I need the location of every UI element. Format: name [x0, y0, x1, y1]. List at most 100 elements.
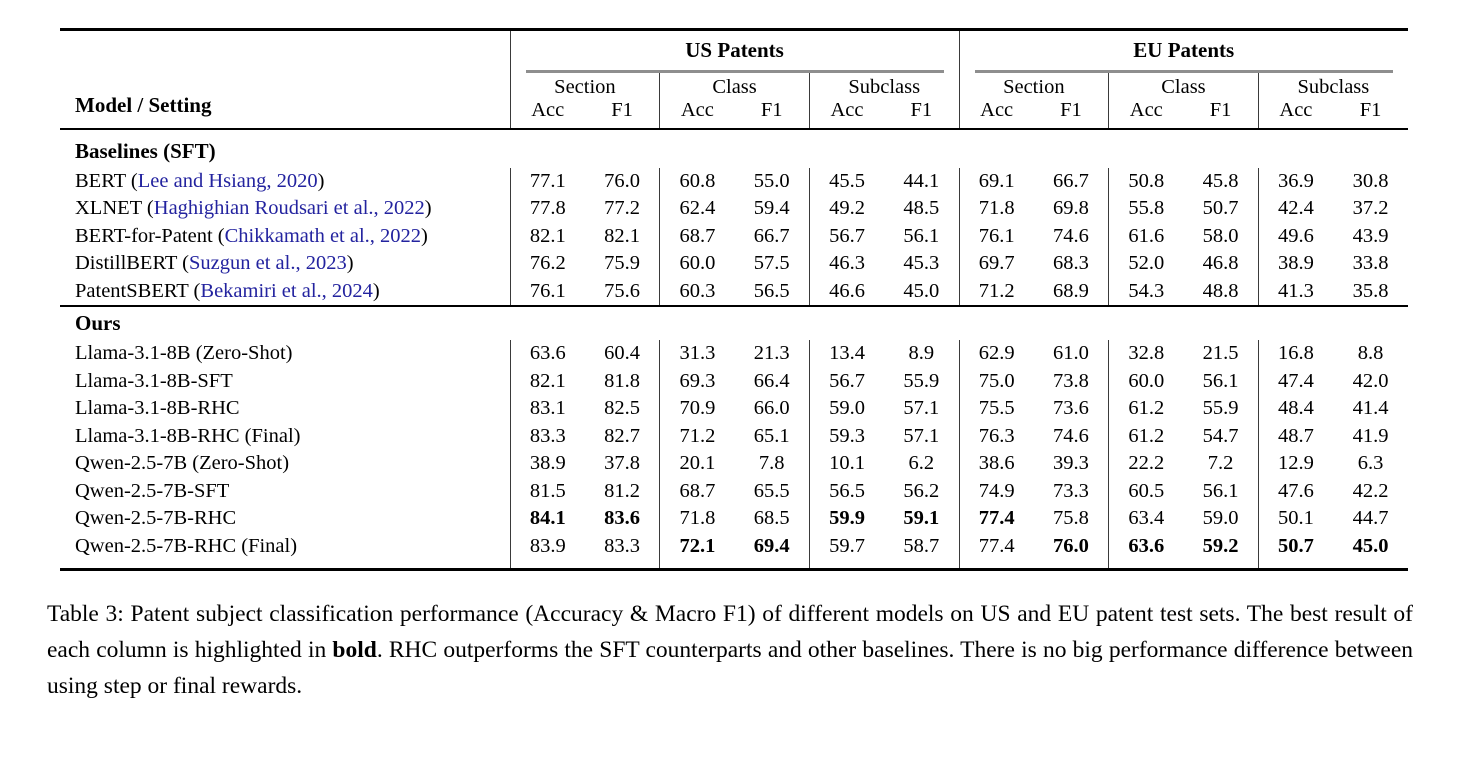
table-row: Llama-3.1-8B-RHC (Final) 83.3 82.7 71.2 65.1… [60, 422, 1408, 450]
metric-value: 82.1 [604, 224, 641, 247]
metric-value: 75.5 [958, 395, 1034, 423]
us-section-header: Section [509, 72, 660, 99]
metric-value: 56.5 [753, 279, 790, 302]
metric-value: 45.0 [1352, 534, 1389, 557]
model-name: DistillBERT (Suzgun et al., 2023) [75, 252, 354, 275]
metric-value: 58.0 [1202, 224, 1239, 247]
metric-value: 48.4 [1257, 395, 1334, 423]
metric-value: 82.1 [509, 367, 585, 395]
citation-link[interactable]: Chikkamath et al., 2022 [224, 224, 422, 247]
metric-value: 59.0 [1202, 507, 1239, 530]
metric-value: 38.6 [958, 450, 1034, 478]
metric-value: 62.4 [659, 195, 735, 223]
metric-value: 41.4 [1352, 397, 1389, 420]
metric-value: 75.6 [604, 279, 641, 302]
metric-value: 49.2 [808, 195, 885, 223]
metric-value: 68.7 [659, 222, 735, 250]
metric-value: 76.1 [509, 277, 585, 306]
metric-value: 7.2 [1207, 452, 1234, 475]
metric-value: 31.3 [659, 340, 735, 368]
acc-header: Acc [808, 98, 885, 129]
metric-value: 62.9 [958, 340, 1034, 368]
metric-value: 56.7 [808, 222, 885, 250]
metric-value: 83.3 [604, 534, 641, 557]
us-subclass-header: Subclass [808, 72, 960, 99]
citation-link[interactable]: Suzgun et al., 2023 [189, 252, 347, 275]
paper-page: Model / Setting US Patents EU Patents Se… [0, 28, 1461, 767]
metric-value: 43.9 [1352, 224, 1389, 247]
metric-value: 69.8 [1053, 197, 1089, 220]
metric-value: 83.6 [604, 507, 641, 530]
metric-value: 45.8 [1202, 169, 1239, 192]
metric-value: 33.8 [1352, 252, 1389, 275]
citation-link[interactable]: Lee and Hsiang, 2020 [137, 169, 318, 192]
metric-value: 55.9 [1202, 397, 1239, 420]
metric-value: 77.2 [604, 197, 641, 220]
metric-value: 16.8 [1257, 340, 1334, 368]
metric-value: 83.9 [509, 532, 585, 570]
model-name: Qwen-2.5-7B-RHC [75, 507, 237, 530]
us-cmidrule [525, 70, 944, 73]
acc-header: Acc [659, 98, 735, 129]
metric-value: 22.2 [1108, 450, 1184, 478]
eu-patents-label: EU Patents [1133, 38, 1235, 62]
model-name: Qwen-2.5-7B-SFT [75, 479, 230, 502]
metric-value: 63.6 [509, 340, 585, 368]
metric-value: 36.9 [1257, 167, 1334, 195]
metric-value: 81.8 [604, 369, 641, 392]
table-row: Qwen-2.5-7B (Zero-Shot) 38.9 37.8 20.1 7.8 10… [60, 450, 1408, 478]
eu-class-header: Class [1108, 72, 1259, 99]
model-name: Llama-3.1-8B (Zero-Shot) [75, 342, 293, 365]
metric-value: 75.9 [604, 252, 641, 275]
metric-value: 42.0 [1352, 369, 1389, 392]
metric-value: 71.2 [958, 277, 1034, 306]
metric-value: 48.5 [903, 197, 940, 220]
subgroup-header-row: Section Class Subclass Section Class Sub… [60, 72, 1408, 99]
section-header-row: Baselines (SFT) [60, 129, 1408, 168]
metric-value: 45.5 [808, 167, 885, 195]
metric-value: 46.3 [808, 250, 885, 278]
metric-value: 82.7 [604, 424, 641, 447]
metric-value: 56.1 [1202, 479, 1239, 502]
metric-value: 73.8 [1053, 369, 1089, 392]
metric-value: 48.7 [1257, 422, 1334, 450]
metric-value: 70.9 [659, 395, 735, 423]
metric-value: 77.4 [958, 532, 1034, 570]
metric-value: 30.8 [1352, 169, 1389, 192]
metric-value: 69.1 [958, 167, 1034, 195]
metric-value: 44.7 [1352, 507, 1389, 530]
model-name: Llama-3.1-8B-RHC [75, 397, 240, 420]
metric-value: 50.7 [1257, 532, 1334, 570]
table-row: Qwen-2.5-7B-RHC (Final) 83.9 83.3 72.1 69.4 5… [60, 532, 1408, 570]
metric-value: 61.2 [1108, 395, 1184, 423]
metric-value: 55.9 [903, 369, 940, 392]
section-header-row: Ours [60, 305, 1408, 340]
metric-value: 56.5 [808, 477, 885, 505]
eu-cmidrule [974, 70, 1393, 73]
metric-value: 45.3 [903, 252, 940, 275]
table-header: Model / Setting US Patents EU Patents Se… [60, 29, 1408, 129]
group-header-row: Model / Setting US Patents EU Patents [60, 29, 1408, 117]
metric-value: 73.6 [1053, 397, 1089, 420]
metric-value: 37.2 [1352, 197, 1389, 220]
citation-link[interactable]: Haghighian Roudsari et al., 2022 [153, 197, 425, 220]
model-name: PatentSBERT (Bekamiri et al., 2024) [75, 279, 380, 302]
us-class-header: Class [659, 72, 810, 99]
metric-value: 54.3 [1108, 277, 1184, 306]
metric-value: 21.5 [1202, 342, 1239, 365]
model-setting-header: Model / Setting [75, 92, 212, 117]
metric-value: 59.1 [903, 507, 940, 530]
metric-value: 41.3 [1257, 277, 1334, 306]
table-row: PatentSBERT (Bekamiri et al., 2024) 76.1 7… [60, 277, 1408, 306]
metric-value: 66.0 [753, 397, 790, 420]
metric-value: 74.6 [1053, 224, 1089, 247]
table-row: XLNET (Haghighian Roudsari et al., 2022)… [60, 195, 1408, 223]
citation-link[interactable]: Bekamiri et al., 2024 [200, 279, 373, 302]
metric-value: 68.5 [753, 507, 790, 530]
model-name: Llama-3.1-8B-RHC (Final) [75, 424, 301, 447]
metric-value: 56.7 [808, 367, 885, 395]
metric-value: 83.3 [509, 422, 585, 450]
caption-text: Table 3: Patent subject classification p… [47, 601, 1413, 663]
metric-value: 38.9 [1257, 250, 1334, 278]
metric-value: 59.2 [1202, 534, 1239, 557]
